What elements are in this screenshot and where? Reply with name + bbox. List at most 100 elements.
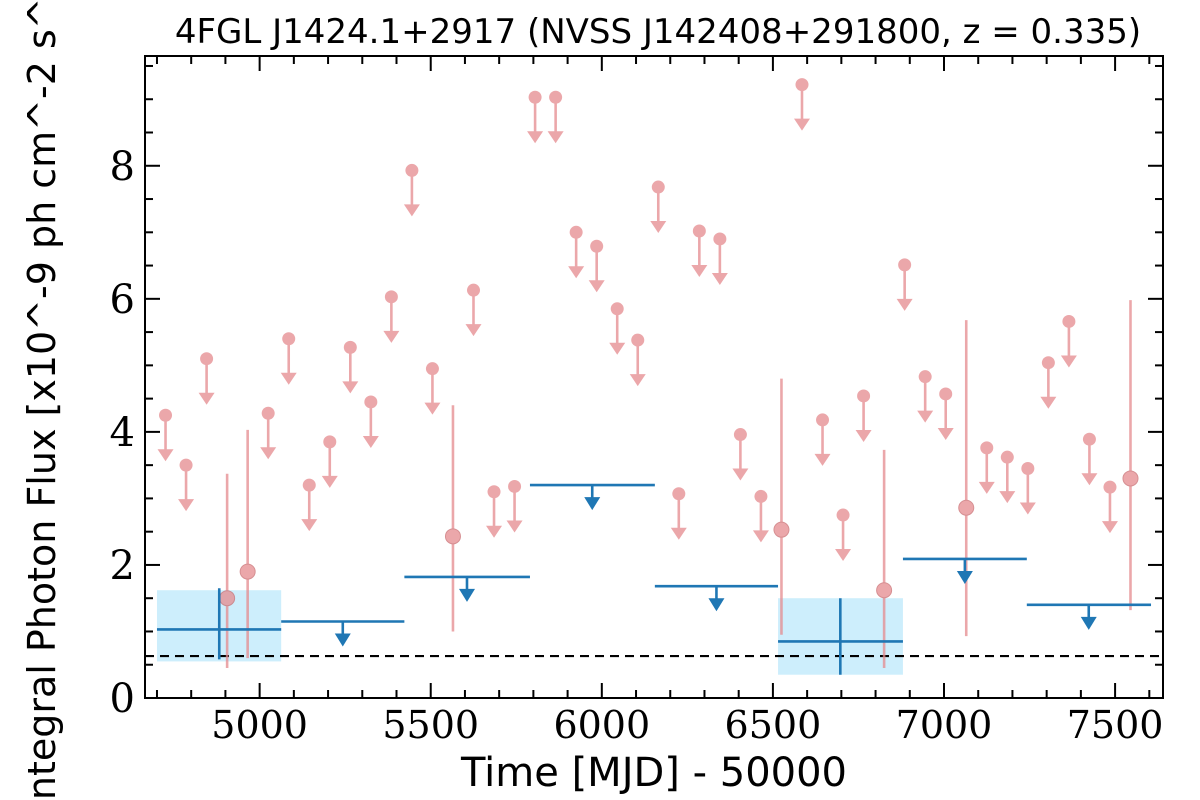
x-tick-label: 7500 xyxy=(1067,703,1164,747)
upper-limit-arrow xyxy=(999,491,1016,504)
fine-upper-limit xyxy=(1060,314,1077,368)
x-tick-label: 5000 xyxy=(211,703,308,747)
x-tick-label: 6500 xyxy=(725,703,822,747)
upper-limit-arrow xyxy=(280,372,297,385)
upper-limit-point xyxy=(692,224,706,238)
upper-limit-arrow xyxy=(670,527,687,540)
fine-upper-limit xyxy=(814,413,831,466)
upper-limit-point xyxy=(898,258,912,272)
upper-limit-arrow xyxy=(793,118,810,131)
upper-limit-arrow xyxy=(383,330,400,343)
upper-limit-point xyxy=(282,332,296,346)
coarse-upper-limit-arrow xyxy=(1080,616,1097,630)
upper-limit-arrow xyxy=(362,435,379,448)
upper-limit-point xyxy=(528,90,542,104)
upper-limit-point xyxy=(590,239,604,253)
y-tick-label: 8 xyxy=(110,144,135,190)
upper-limit-point xyxy=(487,485,501,499)
upper-limit-point xyxy=(549,90,563,104)
upper-limit-arrow xyxy=(917,410,934,423)
fine-upper-limit xyxy=(752,489,769,543)
upper-limit-point xyxy=(733,428,747,442)
upper-limit-arrow xyxy=(835,549,852,562)
fine-upper-limit xyxy=(506,479,523,533)
fine-detection-point xyxy=(444,528,461,545)
upper-limit-point xyxy=(651,180,665,194)
fine-upper-limit xyxy=(691,224,708,277)
fine-upper-limit xyxy=(527,90,544,144)
y-axis-label: Integral Photon Flux [x10^-9 ph cm^-2 s^… xyxy=(20,0,64,800)
fine-upper-limit xyxy=(793,78,810,131)
x-tick-label: 7000 xyxy=(896,703,993,747)
y-tick-label: 2 xyxy=(110,543,135,589)
upper-limit-arrow xyxy=(527,131,544,144)
fine-upper-limit xyxy=(568,225,585,279)
upper-limit-arrow xyxy=(486,525,503,538)
upper-limit-point xyxy=(384,290,398,304)
fine-upper-limit xyxy=(486,485,503,538)
upper-limit-arrow xyxy=(260,447,277,460)
upper-limit-point xyxy=(323,435,337,449)
y-tick-label: 4 xyxy=(110,410,135,456)
upper-limit-arrow xyxy=(403,204,420,217)
y-tick-label: 0 xyxy=(110,676,135,722)
x-axis-label: Time [MJD] - 50000 xyxy=(460,750,847,796)
fine-upper-limit xyxy=(178,458,195,512)
upper-limit-point xyxy=(1103,480,1117,494)
upper-limit-arrow xyxy=(321,475,338,488)
fine-upper-limit xyxy=(732,428,749,481)
upper-limit-point xyxy=(1041,356,1055,370)
upper-limit-point xyxy=(405,163,419,177)
chart-title: 4FGL J1424.1+2917 (NVSS J142408+291800, … xyxy=(175,12,1141,52)
fine-detection-point xyxy=(219,590,236,607)
upper-limit-arrow xyxy=(342,381,359,394)
fine-upper-limit xyxy=(609,302,626,355)
upper-limit-arrow xyxy=(506,520,523,533)
fine-upper-limit xyxy=(424,362,441,415)
fine-upper-limit xyxy=(1040,356,1057,409)
upper-limit-point xyxy=(631,333,645,347)
fine-detection xyxy=(958,320,975,637)
coarse-upper-limit-arrow xyxy=(458,588,475,602)
fine-upper-limit xyxy=(362,395,379,448)
fine-detection xyxy=(773,378,790,635)
plot-frame xyxy=(144,55,1164,699)
upper-limit-arrow xyxy=(732,468,749,481)
fine-detection xyxy=(239,429,256,659)
fine-detection-point xyxy=(876,582,893,599)
upper-limit-arrow xyxy=(650,221,667,234)
upper-limit-point xyxy=(980,441,994,455)
upper-limit-arrow xyxy=(301,519,318,532)
upper-limit-point xyxy=(713,232,727,246)
upper-limit-arrow xyxy=(1081,473,1098,486)
upper-limit-point xyxy=(466,283,480,297)
upper-limit-arrow xyxy=(588,280,605,293)
upper-limit-arrow xyxy=(937,427,954,440)
upper-limit-point xyxy=(343,340,357,354)
upper-limit-arrow xyxy=(157,449,174,462)
fine-upper-limit xyxy=(260,406,277,460)
upper-limit-arrow xyxy=(568,266,585,279)
x-tick-label: 5500 xyxy=(382,703,479,747)
y-tick-label: 6 xyxy=(110,277,135,323)
upper-limit-arrow xyxy=(465,324,482,337)
upper-limit-point xyxy=(1062,314,1076,328)
coarse-upper-limit-arrow xyxy=(956,570,973,584)
fine-detection-point xyxy=(1122,470,1139,487)
upper-limit-arrow xyxy=(547,131,564,144)
upper-limit-arrow xyxy=(1060,355,1077,368)
fine-detection-point xyxy=(773,521,790,538)
axes-frame xyxy=(144,55,1164,699)
fine-detection xyxy=(876,449,893,669)
fine-detection-point xyxy=(239,563,256,580)
upper-limit-point xyxy=(816,413,830,427)
upper-limit-point xyxy=(159,408,173,422)
upper-limit-arrow xyxy=(1040,396,1057,409)
upper-limit-arrow xyxy=(814,453,831,466)
fine-upper-limit xyxy=(629,333,646,387)
fine-upper-limit xyxy=(342,340,359,394)
coarse-bin-series xyxy=(156,483,1152,675)
upper-limit-point xyxy=(261,406,275,420)
upper-limit-point xyxy=(364,395,378,409)
upper-limit-point xyxy=(1082,432,1096,446)
